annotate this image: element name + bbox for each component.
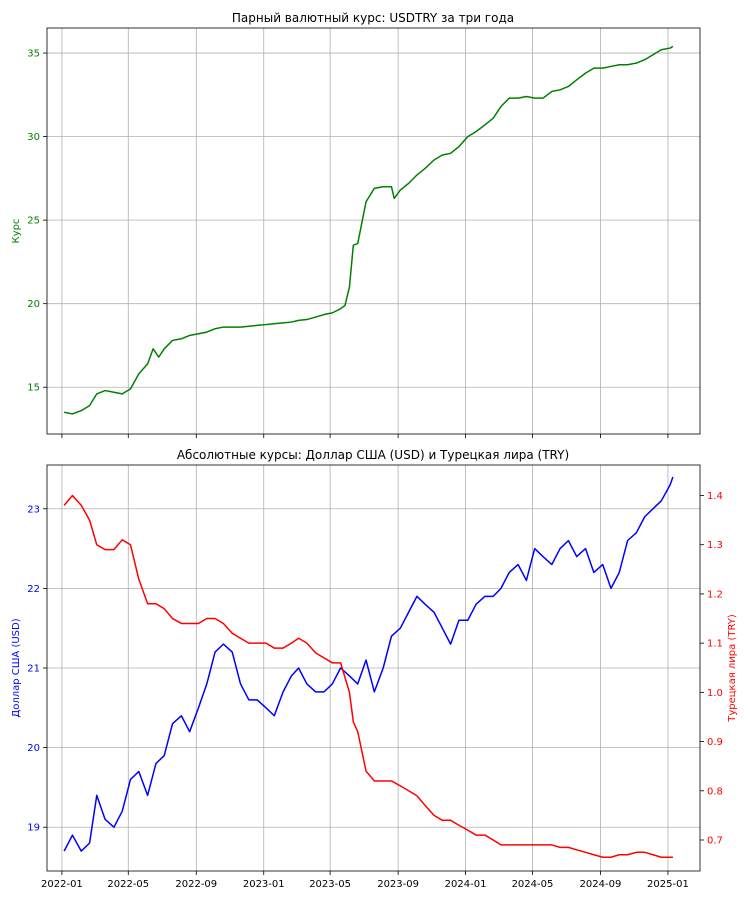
x-tick-label: 2024-09 [580,879,622,890]
bottom-chart-right-y-tick-label: 1.2 [707,589,723,600]
top-chart-y-tick-label: 20 [27,299,40,310]
x-tick-label: 2023-01 [243,879,285,890]
bottom-chart-y-tick-label: 21 [27,664,40,675]
top-chart-y-axis-label: Курс [11,219,22,244]
bottom-chart-right-y-tick-label: 1.1 [707,639,723,650]
usd-line [63,476,674,852]
top-chart-series [63,45,674,415]
x-tick-label: 2023-09 [377,879,419,890]
bottom-chart-grid [47,465,700,871]
bottom-chart-title: Абсолютные курсы: Доллар США (USD) и Тур… [177,448,569,462]
bottom-chart-right-y-tick-label: 0.8 [707,786,723,797]
bottom-chart-right-y-tick-label: 0.9 [707,737,723,748]
bottom-chart-y-tick-label: 19 [27,823,40,834]
top-chart-y-tick-label: 35 [27,49,40,60]
bottom-chart-x-ticks: 2022-01 2022-05 2022-09 2023-01 2023-05 2023-… [41,871,689,890]
bottom-chart-y-tick-label: 23 [27,504,40,515]
x-tick-label: 2022-05 [107,879,149,890]
x-tick-label: 2025-01 [647,879,689,890]
top-chart-y-ticks: 15 20 25 30 35 [27,49,47,394]
bottom-chart-series [63,476,674,858]
bottom-chart: Абсолютные курсы: Доллар США (USD) и Тур… [11,448,738,890]
bottom-chart-y-tick-label: 22 [27,584,40,595]
top-chart-y-tick-label: 30 [27,132,40,143]
x-tick-label: 2022-09 [175,879,217,890]
top-chart-grid [47,28,700,434]
x-tick-label: 2024-05 [512,879,554,890]
bottom-chart-right-y-axis-label: Турецкая лира (TRY) [727,614,738,723]
bottom-chart-left-y-axis-label: Доллар США (USD) [11,618,22,717]
bottom-chart-right-y-tick-label: 1.4 [707,491,723,502]
top-chart: Парный валютный курс: USDTRY за три года… [11,11,701,438]
x-tick-label: 2022-01 [41,879,83,890]
top-chart-y-tick-label: 25 [27,216,40,227]
top-chart-frame [46,27,701,435]
bottom-chart-left-y-ticks: 19 20 21 22 23 [27,504,47,834]
bottom-chart-right-y-ticks: 0.7 0.8 0.9 1.0 1.1 1.2 1.3 1.4 [700,491,723,846]
x-tick-label: 2023-05 [309,879,351,890]
usdtry-line [63,45,674,415]
bottom-chart-right-y-tick-label: 1.3 [707,540,723,551]
bottom-chart-y-tick-label: 20 [27,743,40,754]
try-line [63,494,673,858]
top-chart-title: Парный валютный курс: USDTRY за три года [232,11,514,25]
x-tick-label: 2024-01 [445,879,487,890]
top-chart-y-tick-label: 15 [27,383,40,394]
bottom-chart-right-y-tick-label: 1.0 [707,688,723,699]
bottom-chart-right-y-tick-label: 0.7 [707,835,723,846]
top-chart-x-ticks [61,434,669,438]
